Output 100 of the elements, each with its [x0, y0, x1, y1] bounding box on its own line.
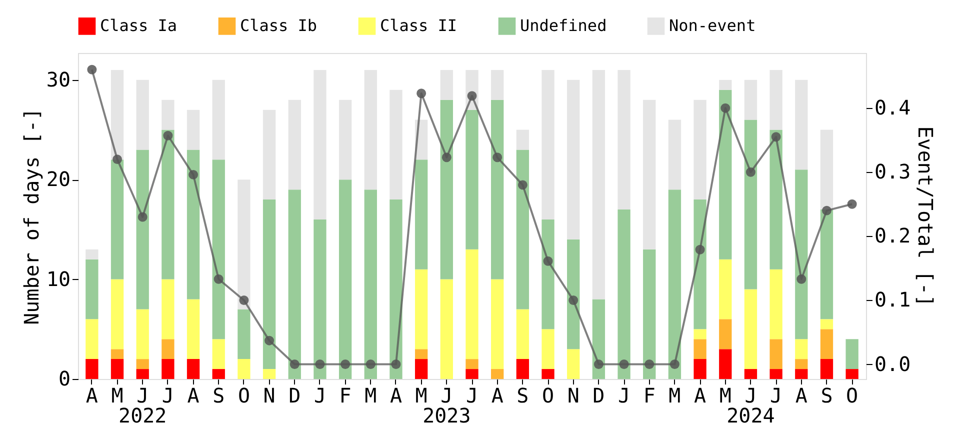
- bar: [542, 219, 554, 330]
- bar: [186, 359, 200, 379]
- x-tick-label: O: [846, 384, 858, 408]
- legend-label: Class Ib: [240, 16, 318, 36]
- point: [264, 336, 274, 346]
- y2-tick-label: 0.3: [874, 160, 911, 184]
- x-tick-label: M: [364, 384, 377, 408]
- bar: [719, 319, 732, 350]
- bar: [516, 359, 530, 379]
- bar: [86, 259, 98, 320]
- bar: [186, 299, 200, 360]
- bar: [795, 339, 808, 360]
- point: [315, 360, 325, 370]
- x-tick-label: S: [516, 384, 529, 408]
- bar: [162, 359, 174, 379]
- bar: [110, 349, 124, 360]
- bar: [414, 349, 428, 360]
- bar: [364, 70, 377, 190]
- x-tick-label: A: [187, 384, 200, 408]
- bar: [744, 289, 758, 370]
- bar: [592, 299, 606, 379]
- bar: [110, 70, 124, 160]
- bar: [86, 319, 98, 360]
- x-tick-label: A: [86, 384, 98, 408]
- y-tick-label: 0: [58, 366, 70, 390]
- point: [847, 199, 857, 209]
- bar: [262, 200, 276, 370]
- bar: [238, 309, 250, 360]
- bar: [719, 80, 732, 90]
- x-tick-label: F: [339, 384, 352, 408]
- point: [771, 132, 781, 142]
- bar: [542, 369, 554, 379]
- y-tick-label: 10: [46, 266, 70, 291]
- bar: [719, 259, 732, 320]
- bar: [414, 359, 428, 379]
- x-tick-label: A: [795, 384, 808, 408]
- point: [796, 274, 806, 284]
- point: [467, 91, 477, 101]
- x-tick-label: F: [643, 384, 656, 408]
- bar: [542, 329, 554, 370]
- point: [442, 152, 452, 162]
- legend-label: Undefined: [520, 16, 607, 36]
- bar: [516, 150, 530, 310]
- bar: [592, 70, 606, 300]
- bar: [212, 80, 225, 160]
- bar: [491, 279, 504, 370]
- x-tick-label: S: [212, 384, 225, 408]
- bar: [820, 130, 834, 210]
- bar: [744, 369, 758, 379]
- x-tick-label: S: [820, 384, 833, 408]
- y2-tick-label: 0.0: [874, 352, 911, 376]
- x-tick-label: J: [466, 384, 478, 408]
- bar: [212, 369, 225, 379]
- bar: [846, 339, 858, 370]
- bar: [567, 80, 580, 240]
- bar: [466, 110, 478, 250]
- point: [568, 295, 578, 305]
- point: [340, 360, 350, 370]
- bar: [110, 279, 124, 350]
- point: [720, 103, 730, 113]
- x-tick-label: A: [491, 384, 504, 408]
- point: [670, 360, 680, 370]
- bar: [338, 180, 352, 379]
- bar: [314, 70, 326, 220]
- point: [822, 206, 832, 216]
- bar: [414, 160, 428, 270]
- bar: [618, 210, 630, 379]
- bar: [694, 100, 706, 200]
- bar: [820, 319, 834, 330]
- x-tick-label: D: [592, 384, 605, 408]
- bar: [288, 100, 301, 190]
- legend-label: Non-event: [669, 16, 756, 36]
- x-tick-label: J: [314, 384, 326, 408]
- bar: [162, 100, 174, 130]
- bar: [136, 80, 149, 150]
- bar: [162, 130, 174, 280]
- bar: [262, 110, 276, 200]
- bar: [820, 210, 834, 320]
- bar: [694, 339, 706, 360]
- x-tick-label: J: [618, 384, 630, 408]
- bar: [795, 359, 808, 370]
- bar: [466, 249, 478, 360]
- x-tick-label: A: [390, 384, 402, 408]
- y2-tick-label: 0.4: [874, 96, 911, 120]
- x-tick-label: O: [542, 384, 554, 408]
- bar: [643, 249, 656, 379]
- legend-label: Class II: [380, 16, 458, 36]
- bar: [643, 100, 656, 250]
- bar: [567, 349, 580, 379]
- point: [163, 130, 173, 140]
- x-tick-label: N: [263, 384, 276, 408]
- bar: [262, 369, 276, 379]
- y-tick-label: 20: [46, 167, 70, 192]
- bar: [542, 70, 554, 220]
- bar: [136, 309, 149, 360]
- bar: [668, 190, 682, 379]
- bar: [414, 269, 428, 350]
- bar: [516, 130, 530, 150]
- point: [87, 64, 97, 74]
- bar: [86, 249, 98, 260]
